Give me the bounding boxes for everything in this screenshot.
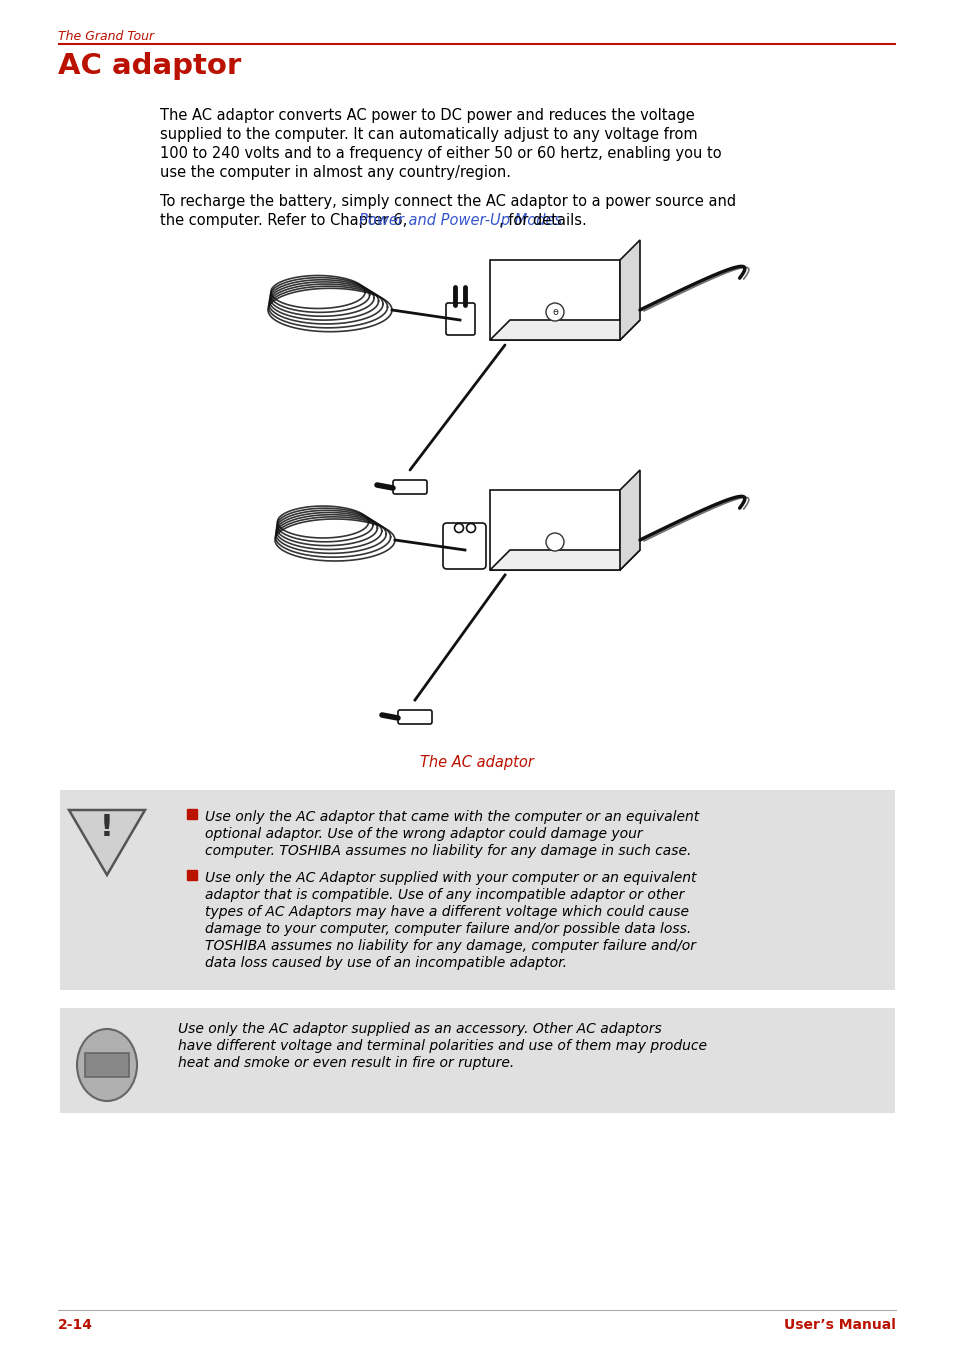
Text: The AC adaptor: The AC adaptor (419, 754, 534, 771)
Text: To recharge the battery, simply connect the AC adaptor to a power source and: To recharge the battery, simply connect … (160, 193, 736, 210)
Text: TOSHIBA assumes no liability for any damage, computer failure and/or: TOSHIBA assumes no liability for any dam… (205, 940, 696, 953)
Text: The Grand Tour: The Grand Tour (58, 30, 154, 43)
Text: Use only the AC adaptor supplied as an accessory. Other AC adaptors: Use only the AC adaptor supplied as an a… (178, 1022, 661, 1036)
FancyBboxPatch shape (397, 710, 432, 725)
Text: Power and Power-Up Modes: Power and Power-Up Modes (358, 214, 561, 228)
Bar (490, 489, 619, 571)
Polygon shape (619, 470, 639, 571)
Text: data loss caused by use of an incompatible adaptor.: data loss caused by use of an incompatib… (205, 956, 566, 969)
Bar (60, 790, 894, 990)
Text: heat and smoke or even result in fire or rupture.: heat and smoke or even result in fire or… (178, 1056, 514, 1069)
Circle shape (454, 523, 463, 533)
Text: The AC adaptor converts AC power to DC power and reduces the voltage: The AC adaptor converts AC power to DC p… (160, 108, 694, 123)
Text: adaptor that is compatible. Use of any incompatible adaptor or other: adaptor that is compatible. Use of any i… (205, 888, 683, 902)
FancyBboxPatch shape (393, 480, 427, 493)
Text: Use only the AC Adaptor supplied with your computer or an equivalent: Use only the AC Adaptor supplied with yo… (205, 871, 696, 886)
Polygon shape (490, 320, 639, 339)
Bar (60, 1009, 894, 1113)
Text: computer. TOSHIBA assumes no liability for any damage in such case.: computer. TOSHIBA assumes no liability f… (205, 844, 691, 859)
Text: AC adaptor: AC adaptor (58, 51, 241, 80)
Text: use the computer in almost any country/region.: use the computer in almost any country/r… (160, 165, 511, 180)
Circle shape (545, 303, 563, 320)
Circle shape (545, 533, 563, 552)
Text: optional adaptor. Use of the wrong adaptor could damage your: optional adaptor. Use of the wrong adapt… (205, 827, 642, 841)
Ellipse shape (77, 1029, 137, 1101)
Text: Use only the AC adaptor that came with the computer or an equivalent: Use only the AC adaptor that came with t… (205, 810, 699, 823)
Text: damage to your computer, computer failure and/or possible data loss.: damage to your computer, computer failur… (205, 922, 691, 936)
FancyBboxPatch shape (442, 523, 485, 569)
Text: supplied to the computer. It can automatically adjust to any voltage from: supplied to the computer. It can automat… (160, 127, 697, 142)
Circle shape (466, 523, 475, 533)
Polygon shape (69, 810, 145, 875)
Text: ɵ: ɵ (552, 307, 558, 316)
Bar (490, 260, 619, 339)
Polygon shape (490, 550, 639, 571)
Text: the computer. Refer to Chapter 6,: the computer. Refer to Chapter 6, (160, 214, 412, 228)
Text: 2-14: 2-14 (58, 1318, 92, 1332)
Text: have different voltage and terminal polarities and use of them may produce: have different voltage and terminal pola… (178, 1038, 706, 1053)
FancyBboxPatch shape (446, 303, 475, 335)
Text: types of AC Adaptors may have a different voltage which could cause: types of AC Adaptors may have a differen… (205, 904, 688, 919)
Text: , for details.: , for details. (498, 214, 586, 228)
Text: 100 to 240 volts and to a frequency of either 50 or 60 hertz, enabling you to: 100 to 240 volts and to a frequency of e… (160, 146, 720, 161)
Bar (85, 1053, 129, 1078)
Text: !: ! (100, 814, 113, 842)
Text: User’s Manual: User’s Manual (783, 1318, 895, 1332)
Polygon shape (619, 241, 639, 339)
